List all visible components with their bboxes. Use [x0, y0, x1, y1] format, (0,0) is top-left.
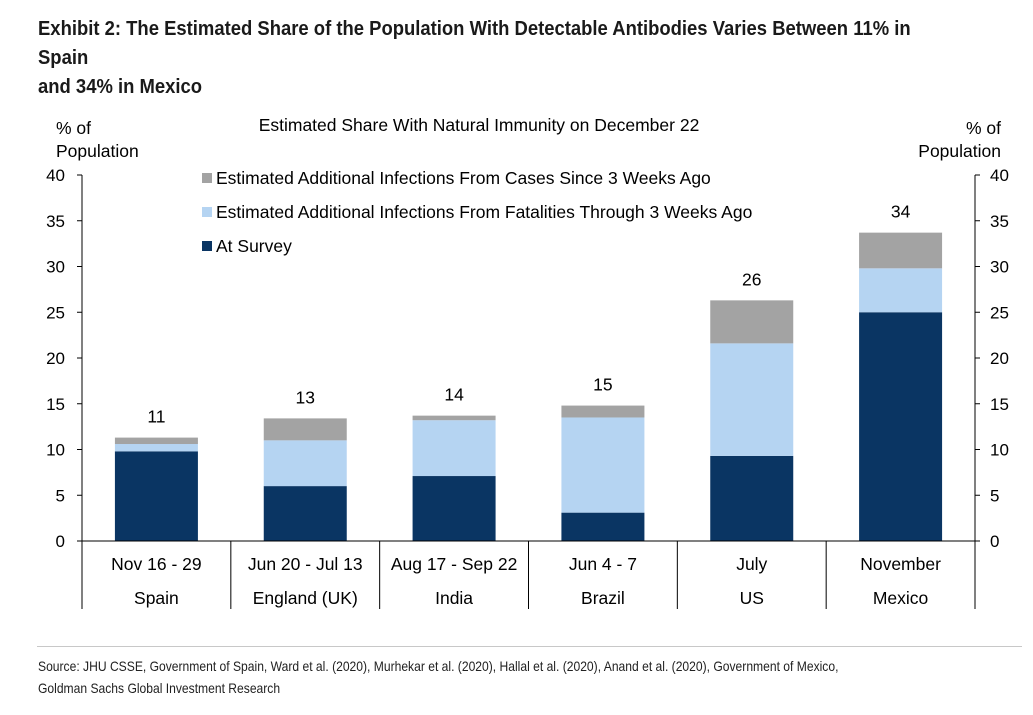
legend-swatch — [202, 173, 212, 183]
exhibit-title-line-1: Exhibit 2: The Estimated Share of the Po… — [38, 17, 911, 69]
legend: Estimated Additional Infections From Cas… — [202, 168, 752, 256]
bar-segment-fatalities — [710, 343, 794, 456]
y-tick-label-right: 30 — [990, 258, 1009, 277]
x-label-country: India — [435, 588, 473, 608]
bar-segment-fatalities — [859, 268, 943, 313]
x-label-dates: July — [736, 554, 767, 574]
y-tick-label-right: 5 — [990, 486, 999, 505]
y-tick-label-left: 15 — [46, 395, 65, 414]
x-label-dates: November — [860, 554, 941, 574]
source-note: Source: JHU CSSE, Government of Spain, W… — [38, 656, 1017, 700]
bar-segment-cases — [412, 415, 496, 421]
x-label-dates: Jun 20 - Jul 13 — [248, 554, 363, 574]
bar-segment-fatalities — [561, 417, 645, 513]
y-axis-right-label-line-1: % of — [966, 118, 1001, 138]
y-tick-label-right: 0 — [990, 532, 999, 551]
x-label-country: England (UK) — [253, 588, 358, 608]
y-axis-right-label-line-2: Population — [918, 141, 1001, 161]
bar-segment-cases — [263, 418, 347, 441]
bar-segment-cases — [710, 300, 794, 344]
bars — [114, 232, 943, 541]
bar-segment-at-survey — [561, 512, 645, 541]
stacked-bar-chart: Estimated Share With Natural Immunity on… — [46, 115, 1009, 609]
total-label: 14 — [444, 385, 464, 405]
source-line-2: Goldman Sachs Global Investment Research — [38, 681, 281, 696]
bar-segment-fatalities — [263, 440, 347, 487]
y-tick-label-right: 20 — [990, 349, 1009, 368]
y-tick-label-left: 0 — [56, 532, 65, 551]
x-label-dates: Jun 4 - 7 — [569, 554, 637, 574]
y-tick-label-left: 40 — [46, 166, 65, 185]
bar-segment-at-survey — [412, 476, 496, 541]
y-tick-label-right: 40 — [990, 166, 1009, 185]
total-label: 13 — [296, 387, 315, 407]
y-tick-label-left: 20 — [46, 349, 65, 368]
exhibit-title: Exhibit 2: The Estimated Share of the Po… — [38, 14, 929, 101]
exhibit-title-line-2: and 34% in Mexico — [38, 75, 203, 98]
x-label-country: Spain — [134, 588, 179, 608]
bar-segment-fatalities — [412, 420, 496, 477]
legend-label: Estimated Additional Infections From Fat… — [216, 202, 752, 222]
total-labels: 11 13 14 15 26 34 — [147, 202, 910, 427]
separator-line — [37, 646, 1022, 647]
y-tick-label-right: 35 — [990, 212, 1009, 231]
x-label-country: Mexico — [873, 588, 928, 608]
y-tick-label-left: 25 — [46, 303, 65, 322]
bar-segment-at-survey — [263, 486, 347, 541]
y-tick-label-left: 30 — [46, 258, 65, 277]
bar-segment-cases — [859, 232, 943, 269]
y-tick-label-left: 35 — [46, 212, 65, 231]
axes: 0 0 5 5 10 10 15 15 20 20 25 25 30 30 35 35 40 40 — [46, 166, 1009, 609]
total-label: 15 — [593, 375, 612, 395]
x-label-dates: Aug 17 - Sep 22 — [391, 554, 517, 574]
total-label: 34 — [891, 202, 911, 222]
total-label: 26 — [742, 269, 761, 289]
bar-segment-cases — [114, 437, 198, 445]
bar-segment-cases — [561, 405, 645, 418]
bar-segment-fatalities — [114, 444, 198, 452]
bar-segment-at-survey — [710, 455, 794, 541]
chart-title: Estimated Share With Natural Immunity on… — [259, 115, 700, 135]
bar-segment-at-survey — [859, 312, 943, 541]
bar-segment-at-survey — [114, 451, 198, 541]
legend-swatch — [202, 241, 212, 251]
y-tick-label-right: 15 — [990, 395, 1009, 414]
source-line-1: Source: JHU CSSE, Government of Spain, W… — [38, 659, 839, 674]
legend-swatch — [202, 207, 212, 217]
x-axis-labels: Nov 16 - 29 Spain Jun 20 - Jul 13 England (… — [111, 554, 941, 608]
x-label-country: US — [740, 588, 764, 608]
x-label-dates: Nov 16 - 29 — [111, 554, 201, 574]
y-axis-left-label-line-2: Population — [56, 141, 139, 161]
legend-label: At Survey — [216, 236, 292, 256]
y-tick-label-right: 25 — [990, 303, 1009, 322]
x-label-country: Brazil — [581, 588, 625, 608]
y-axis-left-label-line-1: % of — [56, 118, 91, 138]
y-tick-label-left: 5 — [56, 486, 65, 505]
total-label: 11 — [147, 407, 165, 427]
y-tick-label-right: 10 — [990, 441, 1009, 460]
legend-label: Estimated Additional Infections From Cas… — [216, 168, 711, 188]
y-tick-label-left: 10 — [46, 441, 65, 460]
